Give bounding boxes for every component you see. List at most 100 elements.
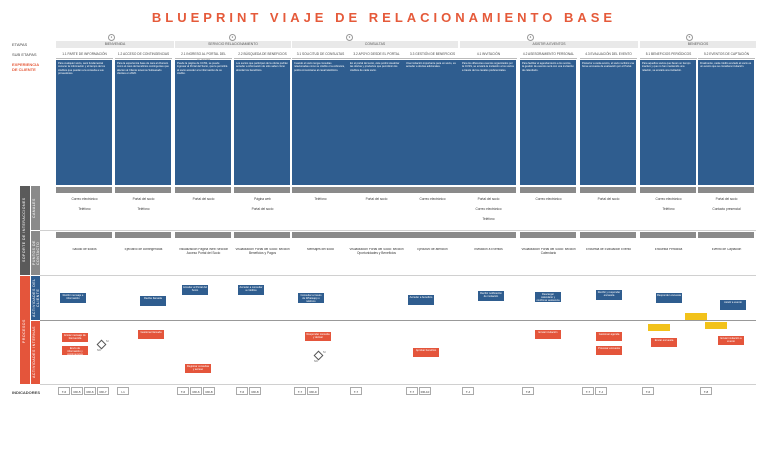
internal-activity-node: Registrar consultas y acceso xyxy=(185,364,211,373)
indicator-badge: T-6 xyxy=(58,387,70,395)
channel-strip xyxy=(698,187,754,193)
indicator-badge: T-7 xyxy=(350,387,362,395)
channel-strip xyxy=(175,187,231,193)
act-internas-label: ACTIVIDADES INTERNAS xyxy=(32,326,36,379)
touchpoint-item: Ejecutivo de atención xyxy=(417,248,448,251)
channel-item: Correo electrónico xyxy=(535,197,562,201)
canales-label: CANALES xyxy=(32,198,36,218)
touchpoint-item: Visualización Portal del Socio: sección … xyxy=(235,248,290,255)
indicator-badge: I-1 xyxy=(117,387,129,395)
stage-header: CONSULTAS xyxy=(292,41,458,48)
indicator-badge: RR-6 xyxy=(84,387,96,395)
channel-item: Portal del socio xyxy=(365,197,388,201)
indicator-badge: RR-7 xyxy=(97,387,109,395)
experience-block: Para aquellos socios que llevan un tiemp… xyxy=(640,60,696,185)
channel-strip xyxy=(234,187,290,193)
experience-block: Los socios que participan de la oferta p… xyxy=(234,60,290,185)
phase-label: 3.2 APOYO DESDE EL PORTAL xyxy=(348,51,405,59)
channel-strip xyxy=(580,187,636,193)
experience-block: Posterior a cada evento, el socio recibi… xyxy=(580,60,636,185)
experience-block: Una invitación importante para un socio,… xyxy=(404,60,460,185)
indicator-badge: T-8 xyxy=(522,387,534,395)
channel-strip xyxy=(404,187,460,193)
experience-block: Para los diferentes eventos organizados … xyxy=(460,60,516,185)
act-cliente-sidebar: ACTIVIDADES DEL CLIENTE xyxy=(31,276,40,320)
decision-yes-label: SI xyxy=(323,351,326,354)
stage-number: 2 xyxy=(229,34,236,41)
touchpoint-strip xyxy=(460,232,516,238)
soporte-label: SOPORTE DE INTERACCIONES xyxy=(22,197,26,263)
touchpoint-strip xyxy=(348,232,404,238)
experience-block: Finalmente, cada crédito enviado al soci… xyxy=(698,60,754,185)
internal-activity-node: Gestionar agenda xyxy=(596,332,622,341)
internal-activity-node: Enviar encuesta xyxy=(651,338,677,347)
experience-block: Para facilitar el agendamiento a los soc… xyxy=(520,60,576,185)
experience-block: Cuando el socio tenga consultas relacion… xyxy=(292,60,348,185)
client-activity-node: Recibir mensaje e información xyxy=(60,293,86,303)
indicator-badge: T-6 xyxy=(236,387,248,395)
touchpoint-strip xyxy=(404,232,460,238)
internal-activity-node: Enviar invitación xyxy=(535,330,561,339)
phase-label: 4.2 ASESORAMIENTO PERSONAL xyxy=(520,51,577,59)
indicator-badge: T-6 xyxy=(642,387,654,395)
row-label-sub-etapas: SUB ETAPAS xyxy=(12,52,37,57)
decision-diamond xyxy=(96,339,107,350)
touchpoint-item: Ejecutivo de contingencias xyxy=(124,248,163,251)
stage-header: ASISTIR A EVENTOS xyxy=(460,41,638,48)
touchpoint-strip xyxy=(292,232,348,238)
channel-item: Correo electrónico xyxy=(71,197,98,201)
touchpoint-item: Encuesta Periódica xyxy=(654,248,683,251)
touchpoint-item: Visualización Página Web: sección Acceso… xyxy=(178,248,229,255)
highlight-node xyxy=(685,313,707,320)
touchpoint-item: Visualización Portal del Socio: sección … xyxy=(521,248,576,255)
client-activity-node: Asistir a evento xyxy=(720,300,746,310)
channel-strip xyxy=(520,187,576,193)
indicator-badge: T-6 xyxy=(177,387,189,395)
indicator-badge: RR-9 xyxy=(307,387,319,395)
phase-label: 5.2 EVENTOS DE CAPTACIÓN xyxy=(698,51,755,59)
touchpoint-strip xyxy=(115,232,171,238)
stage-number: 5 xyxy=(686,34,693,41)
client-activity-node: Recibir notificación de invitación xyxy=(478,291,504,301)
client-activity-node: Responder encuesta xyxy=(656,293,682,303)
channel-item: Portal del socio xyxy=(477,197,500,201)
channel-item: Teléfono xyxy=(314,197,327,201)
phase-label: 1.2 ACCESO DE CONTINGENCIAS xyxy=(115,51,172,59)
puntos-label: PUNTOS DE CONTACTO xyxy=(32,240,40,266)
phase-label: 4.3 EVALUACIÓN DEL EVENTO xyxy=(580,51,637,59)
internal-activity-node: Envío de información y contingencias xyxy=(62,346,88,355)
act-cliente-label: ACTIVIDADES DEL CLIENTE xyxy=(32,278,40,318)
touchpoint-item: Invitación a Eventos xyxy=(474,248,503,251)
experience-block: Para la experiencia base de cara al cibe… xyxy=(115,60,171,185)
stage-number: 1 xyxy=(108,34,115,41)
touchpoint-item: Evento de Captación xyxy=(711,248,742,251)
highlight-node xyxy=(648,324,670,331)
touchpoint-strip xyxy=(56,232,112,238)
touchpoint-strip xyxy=(175,232,231,238)
channel-item: Teléfono xyxy=(78,207,91,211)
procesos-sidebar: PROCESOS xyxy=(20,276,30,384)
channel-item: Contacto presencial xyxy=(712,207,741,211)
channel-strip xyxy=(348,187,404,193)
channel-strip xyxy=(640,187,696,193)
client-activity-node: Acceder al Portal del Socio xyxy=(182,285,208,295)
client-activity-node: Recibir y responder encuesta xyxy=(596,290,622,300)
indicator-badge: T-7 xyxy=(294,387,306,395)
row-label-indicadores: INDICADORES xyxy=(12,390,41,395)
channel-strip xyxy=(115,187,171,193)
channel-item: Correo electrónico xyxy=(475,207,502,211)
row-label-experiencia: EXPERIENCIA DE CLIENTE xyxy=(12,62,39,72)
client-activity-node: Descargar calendario y confirmar asisten… xyxy=(535,292,561,302)
touchpoint-item: Saludo de socios xyxy=(72,248,97,251)
internal-activity-node: Gestionar llamada xyxy=(138,330,164,339)
channel-item: Teléfono xyxy=(137,207,150,211)
page-title: BLUEPRINT VIAJE DE RELACIONAMIENTO BASE xyxy=(151,10,617,25)
touchpoint-strip xyxy=(640,232,696,238)
stage-header: SERVICIO RELACIONAMIENTO xyxy=(175,41,291,48)
channel-item: Teléfono xyxy=(662,207,675,211)
row-label-etapas: ETAPAS xyxy=(12,42,28,47)
channel-item: Portal del socio xyxy=(597,197,620,201)
touchpoint-strip xyxy=(580,232,636,238)
client-activity-node: Acceder a consultar a créditos xyxy=(238,285,264,295)
channel-strip xyxy=(56,187,112,193)
